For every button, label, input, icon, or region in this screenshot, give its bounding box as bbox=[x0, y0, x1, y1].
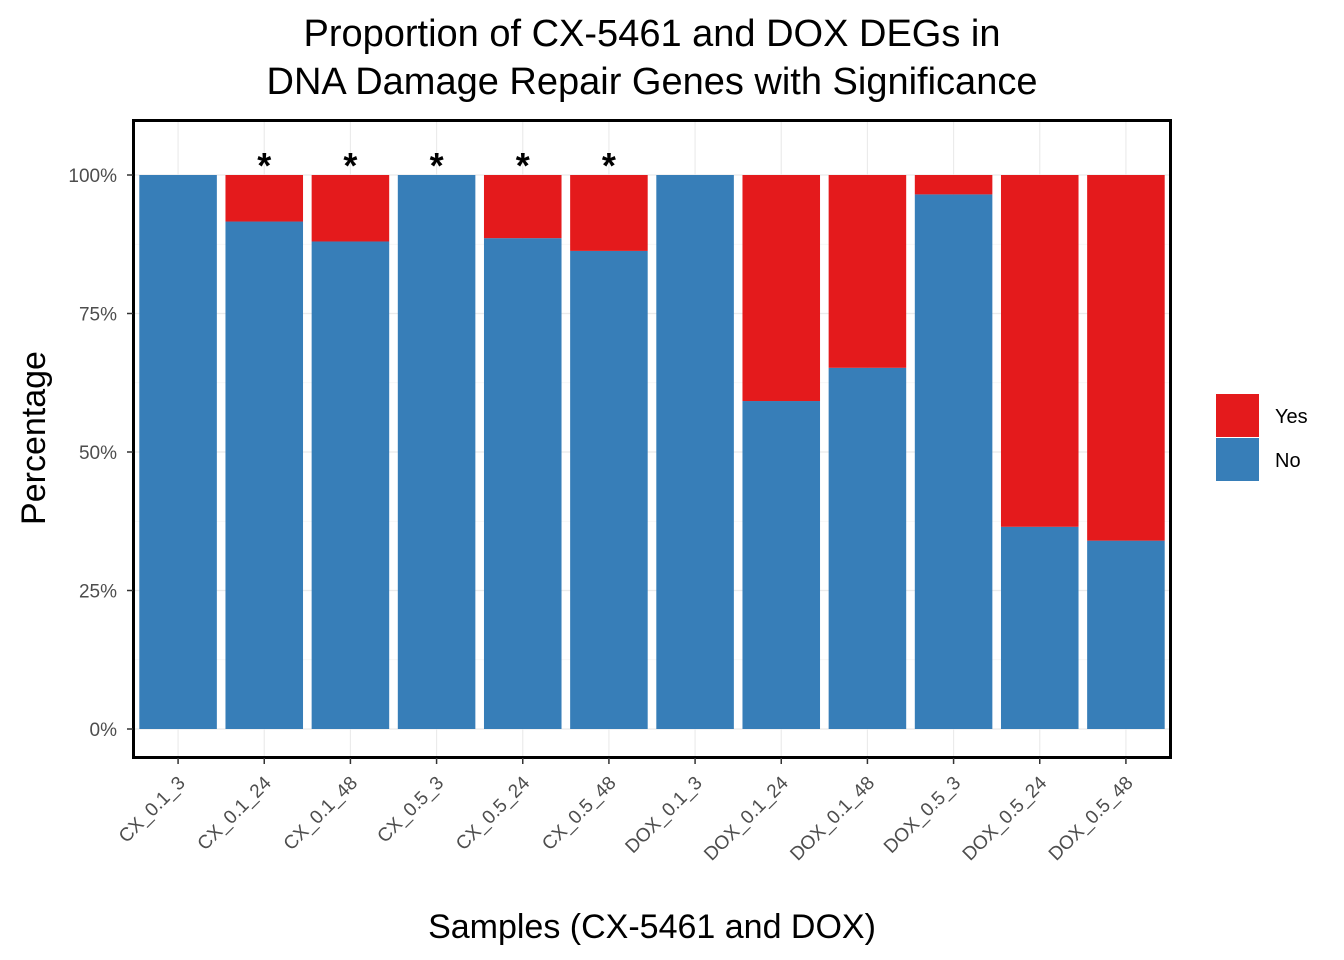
bar-yes-CX_0.5_48 bbox=[570, 175, 648, 251]
x-tick-label: DOX_0.1_3 bbox=[622, 773, 707, 858]
bar-no-CX_0.1_3 bbox=[139, 175, 217, 729]
chart-title-line-1: Proportion of CX-5461 and DOX DEGs in bbox=[303, 13, 1000, 55]
bar-no-DOX_0.5_24 bbox=[1000, 526, 1079, 729]
y-tick-label: 0% bbox=[90, 720, 118, 741]
bar-yes-DOX_0.5_3 bbox=[914, 175, 993, 195]
bar-no-DOX_0.1_24 bbox=[742, 401, 821, 729]
x-tick-label: CX_0.1_3 bbox=[115, 773, 190, 848]
bar-yes-CX_0.1_24 bbox=[225, 175, 304, 222]
bar-no-CX_0.5_3 bbox=[397, 175, 476, 729]
chart-title-line-2: DNA Damage Repair Genes with Significanc… bbox=[267, 61, 1038, 103]
bar-yes-DOX_0.5_24 bbox=[1000, 175, 1079, 527]
x-axis-title: Samples (CX-5461 and DOX) bbox=[428, 908, 876, 946]
x-tick-label: DOX_0.1_48 bbox=[786, 773, 879, 866]
significance-marker: * bbox=[602, 145, 616, 186]
significance-marker: * bbox=[516, 145, 530, 186]
x-tick-label: CX_0.5_3 bbox=[374, 773, 449, 848]
significance-marker: * bbox=[430, 145, 444, 186]
bar-yes-DOX_0.5_48 bbox=[1087, 175, 1165, 541]
bars bbox=[139, 175, 1165, 730]
legend: Yes No bbox=[1216, 394, 1308, 481]
y-axis: 0% 25% 50% 75% 100% bbox=[68, 166, 133, 741]
x-tick-label: CX_0.5_48 bbox=[538, 773, 620, 855]
bar-no-DOX_0.5_48 bbox=[1087, 540, 1165, 729]
bar-no-DOX_0.1_48 bbox=[828, 367, 907, 729]
y-tick-label: 100% bbox=[68, 166, 117, 187]
bar-yes-DOX_0.1_48 bbox=[828, 175, 907, 368]
significance-marker: * bbox=[257, 145, 271, 186]
bar-yes-CX_0.5_24 bbox=[483, 175, 562, 239]
bar-no-DOX_0.5_3 bbox=[914, 194, 993, 729]
x-tick-label: CX_0.5_24 bbox=[452, 772, 534, 854]
bar-no-CX_0.5_24 bbox=[483, 238, 562, 729]
x-tick-label: DOX_0.5_48 bbox=[1045, 773, 1138, 866]
significance-markers: * * * * * bbox=[257, 145, 616, 186]
y-axis-title: Percentage bbox=[15, 351, 53, 525]
x-tick-label: DOX_0.5_3 bbox=[880, 773, 965, 858]
y-tick-label: 50% bbox=[79, 443, 117, 464]
x-tick-label: CX_0.1_24 bbox=[194, 772, 276, 854]
legend-swatch-no bbox=[1216, 438, 1259, 481]
bar-no-CX_0.5_48 bbox=[570, 250, 648, 729]
plot-panel-border bbox=[132, 119, 1172, 759]
bar-yes-CX_0.1_48 bbox=[311, 175, 390, 242]
legend-label-no: No bbox=[1275, 450, 1301, 472]
x-tick-label: CX_0.1_48 bbox=[280, 773, 362, 855]
y-tick-label: 75% bbox=[79, 305, 117, 326]
bar-yes-DOX_0.1_24 bbox=[742, 175, 821, 402]
x-axis: CX_0.1_3 CX_0.1_24 CX_0.1_48 CX_0.5_3 CX_0.5… bbox=[115, 758, 1137, 865]
bar-no-CX_0.1_24 bbox=[225, 221, 304, 729]
legend-swatch-yes bbox=[1216, 394, 1259, 437]
x-tick-label: DOX_0.5_24 bbox=[959, 772, 1052, 865]
significance-marker: * bbox=[343, 145, 357, 186]
bar-no-DOX_0.1_3 bbox=[656, 175, 734, 729]
bar-no-CX_0.1_48 bbox=[311, 241, 390, 730]
legend-label-yes: Yes bbox=[1275, 406, 1308, 428]
y-tick-label: 25% bbox=[79, 582, 117, 603]
x-tick-label: DOX_0.1_24 bbox=[700, 772, 793, 865]
